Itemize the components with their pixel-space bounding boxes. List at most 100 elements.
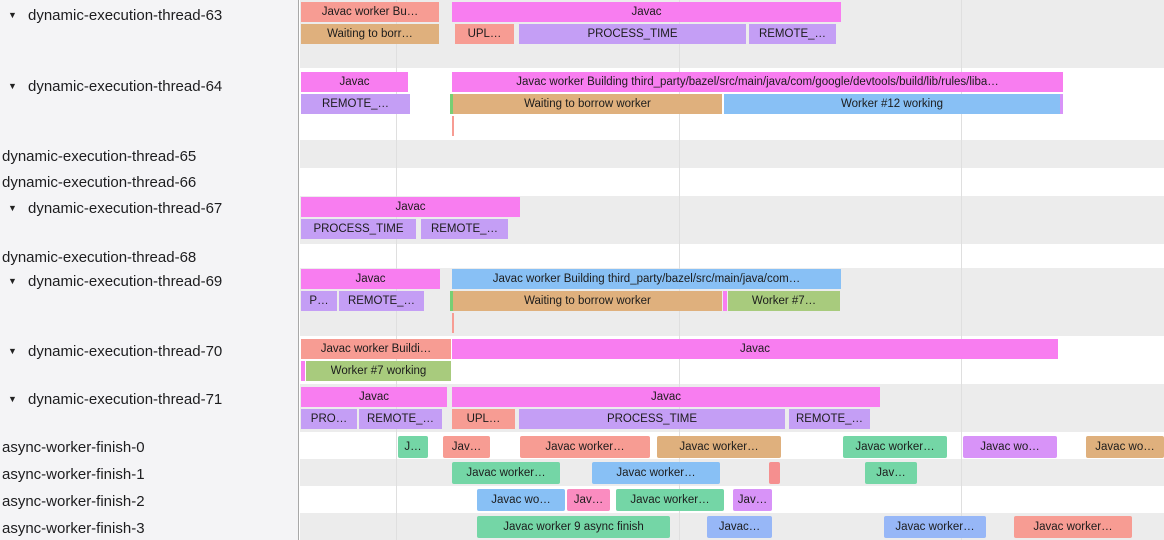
slice-label: Javac: [355, 273, 386, 285]
timeline-slice[interactable]: Waiting to borr…: [301, 24, 439, 44]
timeline-slice[interactable]: PROCESS_TIME: [519, 409, 785, 429]
sidebar-item-async-worker-finish-3[interactable]: async-worker-finish-3: [0, 518, 300, 538]
timeline-slice[interactable]: Javac wo…: [1086, 436, 1164, 458]
timeline-slice[interactable]: PROCESS_TIME: [301, 219, 416, 239]
timeline-slice[interactable]: Waiting to borrow worker: [453, 291, 722, 311]
timeline-slice[interactable]: [723, 291, 727, 311]
slice-label: Javac: [739, 343, 771, 355]
slice-label: Javac…: [718, 521, 761, 533]
timeline-slice[interactable]: [301, 361, 305, 381]
timeline-slice[interactable]: REMOTE_…: [789, 409, 870, 429]
timeline-slice[interactable]: J…: [398, 436, 428, 458]
timeline-slice[interactable]: PROCESS_TIME: [519, 24, 746, 44]
timeline-slice[interactable]: Jav…: [567, 489, 610, 511]
timeline-slice[interactable]: Javac worker Buildi…: [301, 339, 451, 359]
timeline-slice[interactable]: Jav…: [865, 462, 917, 484]
timeline-slice[interactable]: Javac worker Bu…: [301, 2, 439, 22]
timeline-slice[interactable]: Javac: [301, 387, 447, 407]
timeline-slice[interactable]: Javac worker…: [452, 462, 560, 484]
slice-label: Javac: [631, 6, 662, 18]
sidebar-item-dynamic-execution-thread-63[interactable]: ▼ dynamic-execution-thread-63: [0, 5, 298, 25]
timeline-slice[interactable]: [452, 313, 454, 333]
timeline-slice[interactable]: Javac: [301, 72, 408, 92]
chevron-down-icon[interactable]: ▼: [8, 81, 17, 91]
track-name: dynamic-execution-thread-69: [28, 272, 223, 290]
timeline-slice[interactable]: Worker #7 working: [306, 361, 451, 381]
timeline-slice[interactable]: [1060, 94, 1063, 114]
timeline-slice[interactable]: REMOTE_…: [301, 94, 410, 114]
slice-label: Jav…: [876, 467, 906, 479]
sidebar-item-async-worker-finish-1[interactable]: async-worker-finish-1: [0, 464, 300, 484]
timeline[interactable]: Javac worker Bu… Javac Waiting to borr… UPL…: [300, 0, 1164, 540]
sidebar-item-dynamic-execution-thread-68[interactable]: dynamic-execution-thread-68: [0, 247, 300, 267]
timeline-slice[interactable]: Javac: [452, 387, 880, 407]
track-band-async-worker-finish-2: [300, 486, 1164, 513]
chevron-down-icon[interactable]: ▼: [8, 10, 17, 20]
timeline-slice[interactable]: [452, 116, 454, 136]
chevron-down-icon[interactable]: ▼: [8, 276, 17, 286]
timeline-slice[interactable]: Javac worker…: [592, 462, 720, 484]
timeline-slice[interactable]: Worker #12 working: [724, 94, 1060, 114]
slice-label: PRO…: [310, 413, 348, 425]
chevron-down-icon[interactable]: ▼: [8, 203, 17, 213]
timeline-slice[interactable]: UPL…: [452, 409, 515, 429]
sidebar-item-dynamic-execution-thread-69[interactable]: ▼ dynamic-execution-thread-69: [0, 271, 298, 291]
timeline-slice[interactable]: Javac worker Building third_party/bazel/…: [452, 269, 841, 289]
timeline-slice[interactable]: [450, 94, 453, 114]
chevron-down-icon[interactable]: ▼: [8, 346, 17, 356]
slice-label: Javac worker…: [466, 467, 546, 479]
slice-label: Javac worker…: [855, 441, 935, 453]
slice-label: Waiting to borr…: [327, 28, 413, 40]
slice-label: Javac worker…: [545, 441, 625, 453]
timeline-slice[interactable]: Javac…: [707, 516, 772, 538]
timeline-slice[interactable]: Jav…: [443, 436, 490, 458]
timeline-slice[interactable]: REMOTE_…: [359, 409, 442, 429]
slice-label: UPL…: [467, 28, 502, 40]
sidebar-item-dynamic-execution-thread-71[interactable]: ▼ dynamic-execution-thread-71: [0, 389, 298, 409]
slice-label: Waiting to borrow worker: [524, 295, 651, 307]
timeline-slice[interactable]: REMOTE_…: [749, 24, 836, 44]
sidebar-item-async-worker-finish-0[interactable]: async-worker-finish-0: [0, 437, 300, 457]
timeline-slice[interactable]: Javac worker 9 async finish: [477, 516, 670, 538]
sidebar-item-dynamic-execution-thread-64[interactable]: ▼ dynamic-execution-thread-64: [0, 76, 298, 96]
sidebar-item-async-worker-finish-2[interactable]: async-worker-finish-2: [0, 491, 300, 511]
timeline-slice[interactable]: [450, 291, 453, 311]
timeline-slice[interactable]: Javac worker…: [520, 436, 650, 458]
chevron-down-icon[interactable]: ▼: [8, 394, 17, 404]
sidebar-item-dynamic-execution-thread-65[interactable]: dynamic-execution-thread-65: [0, 146, 300, 166]
timeline-slice[interactable]: Javac worker…: [843, 436, 947, 458]
timeline-slice[interactable]: Javac: [301, 197, 520, 217]
timeline-slice[interactable]: [769, 462, 780, 484]
timeline-slice[interactable]: Worker #7…: [728, 291, 840, 311]
slice-label: REMOTE_…: [366, 413, 435, 425]
timeline-slice[interactable]: Javac worker…: [616, 489, 724, 511]
timeline-slice[interactable]: Javac worker Building third_party/bazel/…: [452, 72, 1063, 92]
track-band-async-worker-finish-1: [300, 459, 1164, 486]
timeline-slice[interactable]: Javac: [301, 269, 440, 289]
sidebar-item-dynamic-execution-thread-70[interactable]: ▼ dynamic-execution-thread-70: [0, 341, 298, 361]
slice-label: Worker #12 working: [840, 98, 944, 110]
timeline-slice[interactable]: Jav…: [733, 489, 772, 511]
timeline-slice[interactable]: PRO…: [301, 409, 357, 429]
timeline-slice[interactable]: Javac: [452, 2, 841, 22]
slice-label: Javac worker…: [679, 441, 759, 453]
timeline-slice[interactable]: Waiting to borrow worker: [453, 94, 722, 114]
timeline-slice[interactable]: Javac: [452, 339, 1058, 359]
slice-label: REMOTE_…: [321, 98, 390, 110]
slice-label: P…: [309, 295, 329, 307]
timeline-slice[interactable]: Javac wo…: [477, 489, 565, 511]
timeline-slice[interactable]: P…: [301, 291, 337, 311]
sidebar-item-dynamic-execution-thread-67[interactable]: ▼ dynamic-execution-thread-67: [0, 198, 298, 218]
track-band-dynamic-execution-thread-66: [300, 168, 1164, 196]
slice-label: REMOTE_…: [347, 295, 416, 307]
timeline-slice[interactable]: Javac wo…: [963, 436, 1057, 458]
timeline-slice[interactable]: REMOTE_…: [421, 219, 508, 239]
timeline-slice[interactable]: Javac worker…: [1014, 516, 1132, 538]
slice-label: Javac wo…: [980, 441, 1040, 453]
timeline-slice[interactable]: REMOTE_…: [339, 291, 424, 311]
timeline-slice[interactable]: Javac worker…: [884, 516, 986, 538]
timeline-slice[interactable]: Javac worker…: [657, 436, 781, 458]
timeline-slice[interactable]: UPL…: [455, 24, 514, 44]
sidebar-item-dynamic-execution-thread-66[interactable]: dynamic-execution-thread-66: [0, 172, 300, 192]
